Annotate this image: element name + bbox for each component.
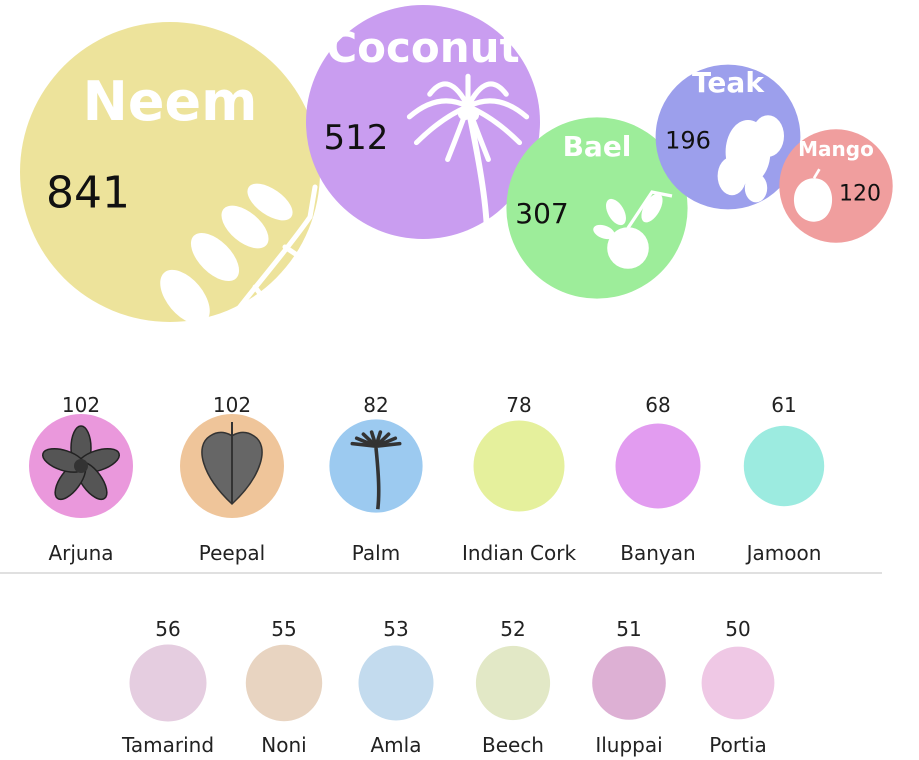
bael-fruit-icon: [593, 190, 673, 269]
bubble-arjuna: 102 Arjuna: [29, 393, 133, 565]
bubble-circle-amla: [358, 645, 434, 721]
bubble-value-amla: 53: [383, 617, 408, 641]
bubble-value-peepal: 102: [213, 393, 251, 417]
bubble-value-mango: 120: [839, 182, 881, 207]
bubble-name-portia: Portia: [709, 733, 766, 757]
bubble-iluppai: 51 Iluppai: [592, 617, 666, 757]
palm-tree-icon: [350, 430, 402, 510]
bubble-name-peepal: Peepal: [199, 541, 265, 565]
bubble-coconut: Coconut 512: [306, 5, 540, 239]
bubble-mango: Mango 120: [779, 129, 893, 243]
bubble-value-jamoon: 61: [771, 393, 796, 417]
mango-icon: [793, 168, 833, 222]
bubble-value-tamarind: 56: [155, 617, 180, 641]
bubble-value-beech: 52: [500, 617, 525, 641]
bottom-row-bubbles: 56 Tamarind 55 Noni 53 Amla 52 Beech 51 Iluppai 50…: [121, 617, 775, 757]
featured-bubbles: Neem 841 Coconut 512 Bael 307 Teak 196 Mango 120: [20, 5, 893, 367]
neem-branch-icon: [160, 183, 323, 367]
bubble-value-indian-cork: 78: [506, 393, 531, 417]
bubble-indian-cork: 78 Indian Cork: [462, 393, 577, 565]
coconut-palm-icon: [406, 73, 530, 226]
bubble-value-teak: 196: [665, 126, 711, 154]
bubble-amla: 53 Amla: [358, 617, 434, 757]
bubble-circle-tamarind: [129, 644, 207, 722]
teak-leaves-icon: [717, 115, 784, 203]
bubble-value-iluppai: 51: [616, 617, 641, 641]
bubble-jamoon: 61 Jamoon: [743, 393, 825, 565]
bubble-name-noni: Noni: [261, 733, 306, 757]
bubble-circle-neem: [20, 22, 320, 322]
bubble-banyan: 68 Banyan: [615, 393, 701, 565]
bubble-circle-noni: [245, 644, 323, 722]
bubble-name-neem: Neem: [83, 70, 258, 133]
bubble-name-bael: Bael: [563, 130, 632, 163]
bubble-tamarind: 56 Tamarind: [121, 617, 214, 757]
bubble-name-jamoon: Jamoon: [745, 541, 822, 565]
bubble-circle-beech: [475, 645, 551, 721]
bubble-name-iluppai: Iluppai: [595, 733, 662, 757]
bubble-circle-portia: [701, 646, 775, 720]
bubble-name-beech: Beech: [482, 733, 544, 757]
bubble-value-palm: 82: [363, 393, 388, 417]
bubble-value-noni: 55: [271, 617, 296, 641]
bubble-circle-jamoon: [743, 425, 825, 507]
bubble-name-arjuna: Arjuna: [48, 541, 113, 565]
bubble-neem: Neem 841: [20, 22, 323, 367]
bubble-value-bael: 307: [515, 197, 568, 230]
bubble-value-portia: 50: [725, 617, 750, 641]
bubble-palm: 82 Palm: [329, 393, 423, 565]
bubble-teak: Teak 196: [655, 64, 801, 210]
bubble-peepal: 102 Peepal: [180, 393, 284, 565]
bubble-name-indian-cork: Indian Cork: [462, 541, 577, 565]
middle-row-bubbles: 102 Arjuna 102 Peepal 82 Palm 78 Indian Cork 68 B…: [29, 393, 825, 565]
bubble-name-coconut: Coconut: [326, 23, 519, 72]
bubble-beech: 52 Beech: [475, 617, 551, 757]
bubble-name-palm: Palm: [352, 541, 400, 565]
bubble-name-amla: Amla: [371, 733, 422, 757]
bubble-noni: 55 Noni: [245, 617, 323, 757]
arjuna-fruit-icon: [41, 425, 121, 501]
bubble-circle-indian-cork: [473, 420, 565, 512]
bubble-name-teak: Teak: [692, 66, 765, 99]
bubble-value-neem: 841: [46, 167, 130, 218]
peepal-leaf-icon: [201, 422, 263, 506]
bubble-circle-iluppai: [592, 646, 666, 720]
bubble-value-arjuna: 102: [62, 393, 100, 417]
bubble-bael: Bael 307: [506, 117, 688, 299]
bubble-value-banyan: 68: [645, 393, 670, 417]
bubble-name-banyan: Banyan: [620, 541, 695, 565]
bubble-name-tamarind: Tamarind: [121, 733, 214, 757]
bubble-circle-banyan: [615, 423, 701, 509]
bubble-name-mango: Mango: [798, 137, 874, 161]
bubble-portia: 50 Portia: [701, 617, 775, 757]
bubble-value-coconut: 512: [324, 118, 389, 158]
